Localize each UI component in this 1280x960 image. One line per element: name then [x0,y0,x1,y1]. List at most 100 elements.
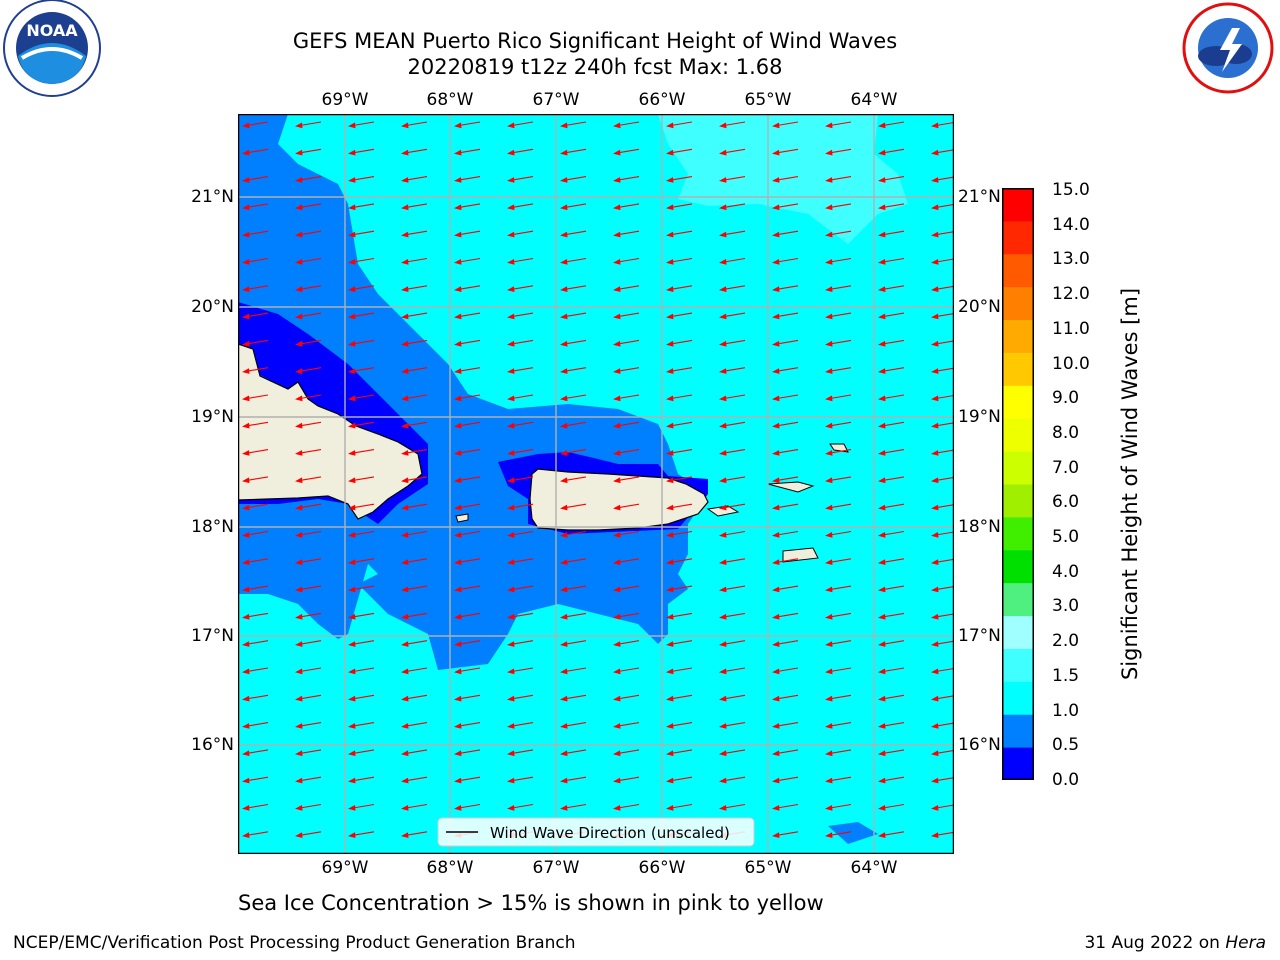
wave-direction-arrowhead [666,750,674,757]
wave-direction-arrowhead [348,695,356,702]
colorbar-segment [1002,516,1034,551]
lon-tick-bottom: 66°W [638,858,686,878]
wave-direction-arrowhead [825,395,833,402]
wave-direction-arrowhead [242,204,250,211]
wave-direction-arrowhead [242,177,250,183]
wave-direction-arrowhead [931,750,939,757]
wave-direction-arrowhead [560,313,568,320]
wave-direction-arrowhead [666,559,674,565]
wave-direction-arrowhead [772,613,780,620]
wave-direction-arrowhead [878,586,886,593]
wave-direction-arrowhead [931,450,939,456]
wave-direction-arrowhead [825,122,833,129]
wave-direction-arrowhead [348,368,356,374]
wave-direction-arrowhead [613,613,621,620]
wave-direction-arrowhead [242,368,250,374]
colorbar-segment [1002,714,1034,748]
wave-direction-arrowhead [507,259,515,265]
wave-direction-arrowhead [560,777,568,784]
wave-direction-arrowhead [507,368,515,374]
wave-direction-arrowhead [295,149,303,156]
wave-direction-arrowhead [878,122,886,129]
wave-direction-arrowhead [507,340,515,347]
wave-direction-arrowhead [401,559,409,565]
wave-direction-arrowhead [348,668,356,675]
colorbar-tick-label: 0.0 [1052,770,1080,790]
wave-direction-arrowhead [507,532,515,538]
wave-direction-arrowhead [931,313,939,320]
wave-direction-arrowhead [719,477,727,484]
wave-direction-arrowhead [825,368,833,374]
wave-direction-arrowhead [719,204,727,211]
wave-direction-arrowhead [931,340,939,347]
wave-direction-arrowhead [454,586,462,593]
mona-island [455,513,469,523]
wave-direction-arrowhead [666,477,674,484]
wave-direction-arrowhead [401,450,409,456]
colorbar-segment [1002,451,1034,485]
wave-direction-arrowhead [931,668,939,675]
wave-direction-arrowhead [613,805,621,811]
wave-direction-arrowhead [242,395,250,402]
colorbar-segment [1002,681,1034,715]
wave-direction-arrowhead [931,695,939,702]
wave-direction-arrowhead [507,723,515,729]
wave-direction-arrowhead [666,586,674,593]
wave-direction-arrowhead [401,422,409,429]
colorbar-title: Significant Height of Wind Waves [m] [1118,287,1142,681]
wave-direction-arrowhead [454,504,462,511]
lat-tick-left: 19°N [191,407,234,427]
wave-direction-arrowhead [401,532,409,538]
wave-direction-arrowhead [772,832,780,838]
sea-ice-note: Sea Ice Concentration > 15% is shown in … [238,891,824,915]
wave-direction-arrowhead [878,422,886,429]
wave-direction-arrowhead [507,805,515,811]
wave-direction-arrowhead [401,395,409,402]
graticule [238,114,954,854]
wave-direction-arrowhead [666,450,674,456]
map-legend: Wind Wave Direction (unscaled) [437,817,755,847]
wave-direction-arrowhead [613,313,621,320]
wave-direction-arrowhead [560,259,568,265]
wave-direction-arrowhead [878,723,886,729]
wave-direction-arrowhead [295,641,303,647]
wave-direction-arrowhead [825,177,833,183]
wave-direction-arrowhead [295,832,303,838]
wave-direction-arrowhead [560,395,568,402]
wave-direction-arrowhead [242,723,250,729]
wave-direction-arrowhead [454,368,462,374]
wave-direction-arrowhead [242,231,250,238]
colorbar-tick-label: 3.0 [1052,596,1080,617]
colorbar-tick-label: 7.0 [1052,457,1080,478]
colorbar-tick-label: 1.5 [1052,665,1080,686]
wave-direction-arrowhead [295,204,303,211]
wave-direction-arrowhead [719,313,727,320]
wave-direction-arrowhead [878,395,886,402]
colorbar-tick-label: 6.0 [1052,492,1080,513]
wave-direction-arrowhead [931,231,939,238]
wave-direction-arrowhead [348,777,356,784]
lon-tick-top: 67°W [532,90,580,110]
wave-direction-arrowhead [772,668,780,675]
wave-direction-arrowhead [931,122,939,129]
wave-direction-arrowhead [242,340,250,347]
colorbar-segment [1002,582,1034,617]
wave-direction-arrowhead [401,259,409,265]
wave-direction-arrowhead [242,586,250,593]
wave-direction-arrowhead [507,668,515,675]
wave-direction-arrowhead [507,231,515,238]
wave-direction-arrowhead [931,586,939,593]
wave-direction-arrowhead [878,805,886,811]
wave-direction-arrowhead [825,559,833,565]
wave-direction-arrowhead [242,532,250,538]
wave-direction-arrowhead [507,395,515,402]
wave-direction-arrowhead [454,613,462,620]
wave-direction-arrowhead [560,477,568,484]
wave-direction-arrowhead [560,723,568,729]
wave-direction-arrowhead [931,395,939,402]
colorbar-segment [1002,385,1034,419]
wave-direction-arrowhead [719,231,727,238]
wave-direction-arrowhead [878,532,886,538]
wave-direction-arrowhead [772,477,780,484]
wave-direction-arrowhead [242,504,250,511]
